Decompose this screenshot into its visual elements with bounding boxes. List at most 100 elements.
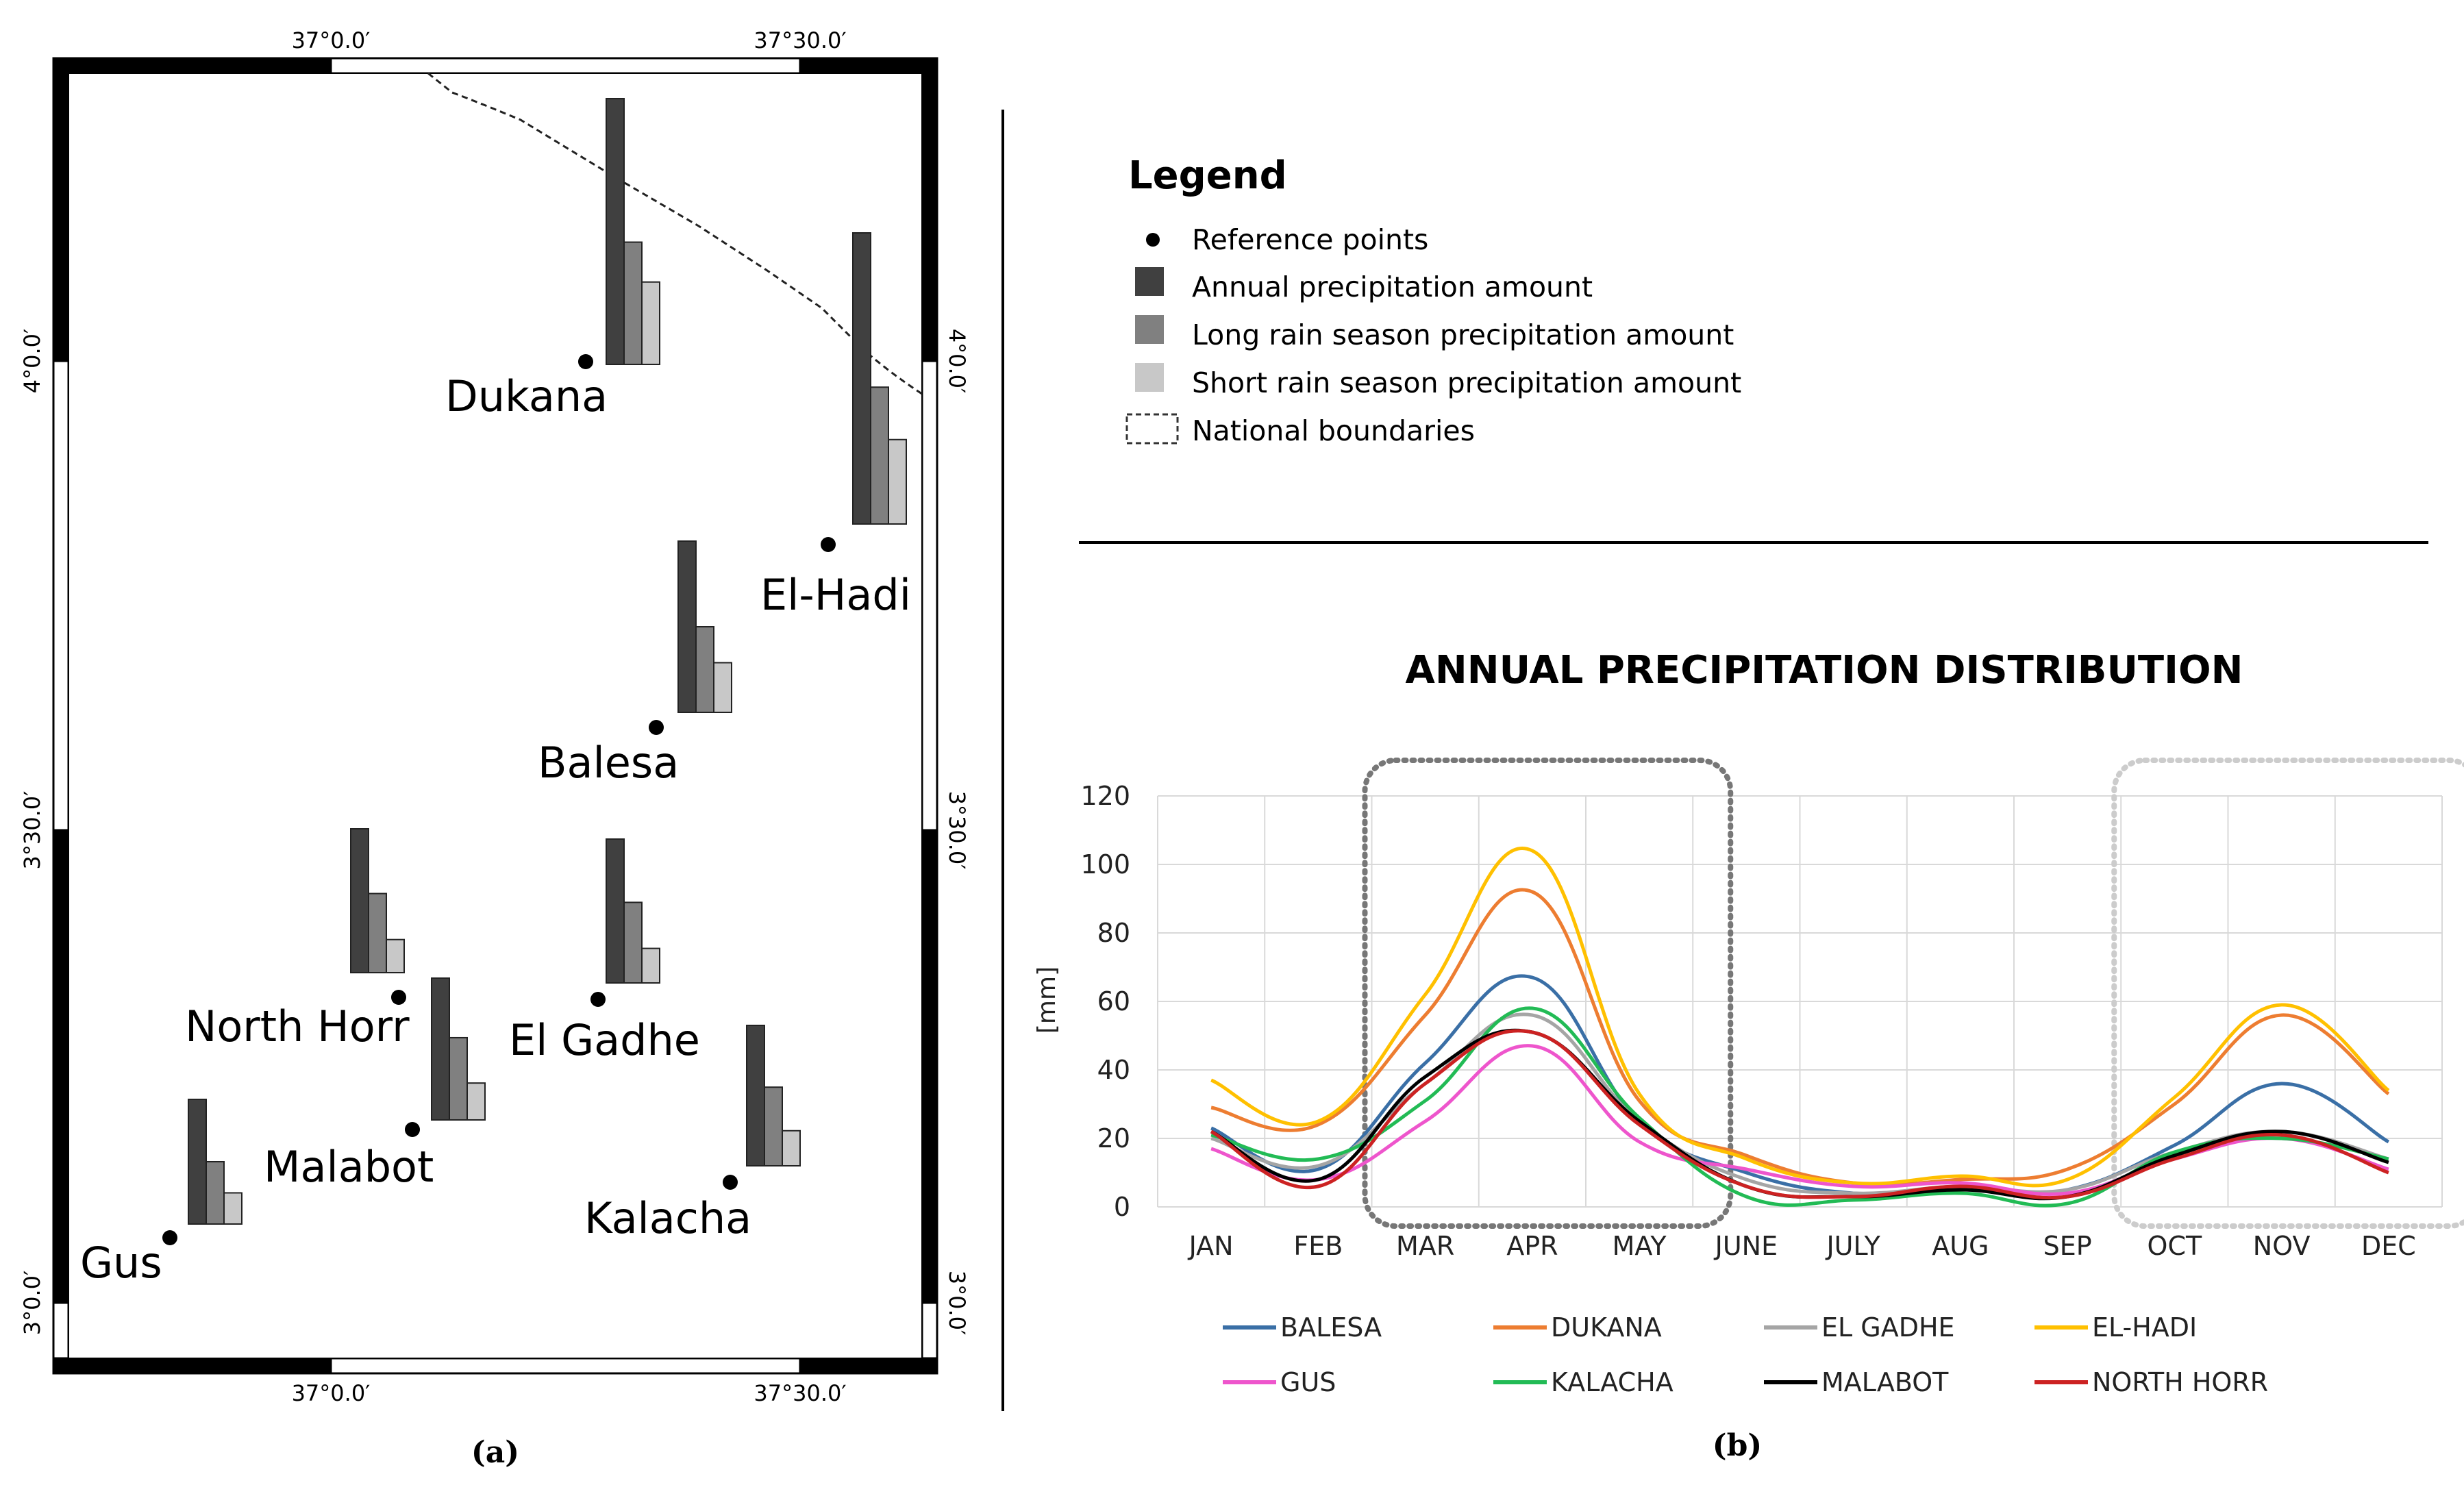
annual-bar (188, 1099, 207, 1225)
y-tick-label: 80 (1097, 918, 1130, 948)
short-rain-bar (641, 281, 660, 365)
scale-bar-right-2 (921, 360, 938, 832)
y-tick-label: 40 (1097, 1055, 1130, 1085)
chart-series (1210, 847, 2390, 1208)
legend-item-reference-points: Reference points (1146, 223, 1428, 256)
station-label: Gus (80, 1238, 162, 1288)
short-rain-bar (888, 438, 907, 525)
station-gus: Gus (80, 1099, 242, 1288)
y-tick-label: 100 (1080, 849, 1130, 879)
reference-point (723, 1175, 738, 1190)
station-north-horr: North Horr (185, 828, 410, 1051)
legend-label: National boundaries (1192, 414, 1475, 447)
long-rain-bar (449, 1036, 468, 1121)
coord-right-2: 3°30.0′ (944, 791, 970, 870)
station-bars (677, 540, 732, 713)
y-tick-label: 20 (1097, 1123, 1130, 1153)
station-bars (606, 838, 660, 984)
coord-right-3: 3°0.0′ (944, 1271, 970, 1336)
station-label: Kalacha (584, 1193, 751, 1243)
legend-label: Reference points (1192, 223, 1428, 256)
panel-label-b: (b) (1713, 1428, 1762, 1463)
x-tick-label: JULY (1825, 1231, 1880, 1261)
station-label: Balesa (538, 738, 679, 788)
short-rain-bar (641, 947, 660, 984)
scale-bar-right-1 (922, 73, 937, 361)
x-tick-label: FEB (1293, 1231, 1343, 1261)
station-bars (188, 1099, 242, 1225)
long-rain-bar (623, 901, 643, 984)
map-panel: 37°0.0′ 37°30.0′ 37°0.0′ 37°30.0′ 4°0.0′… (19, 27, 970, 1470)
reference-point (649, 720, 664, 735)
scale-bar-right-4 (921, 1301, 938, 1360)
legend-series-label: NORTH HORR (2092, 1367, 2268, 1397)
series-line-north-horr (1210, 1029, 2389, 1200)
short-rain-bar (713, 662, 732, 713)
legend-item-short-rain: Short rain season precipitation amount (1135, 363, 1741, 399)
scale-bar-bottom-1 (53, 1358, 331, 1373)
station-bars (852, 232, 907, 525)
scale-bar-left-3 (53, 830, 69, 1303)
chart-ticks: 0 20 40 60 80 100 120 JAN FEB MAR APR MAY JUNE JULY AU… (1080, 781, 2415, 1261)
reference-point (578, 354, 593, 369)
station-bars (431, 977, 486, 1121)
panel-label-a: (a) (471, 1435, 519, 1470)
scale-bar-bottom-2 (329, 1357, 801, 1375)
station-balesa: Balesa (538, 540, 732, 788)
season-box (2111, 758, 2464, 1229)
legend-label: Long rain season precipitation amount (1192, 319, 1734, 351)
annual-bar (746, 1025, 765, 1166)
legend-item-annual: Annual precipitation amount (1135, 267, 1593, 303)
x-tick-label: JUNE (1714, 1231, 1778, 1261)
chart-panel: ANNUAL PRECIPITATION DISTRIBUTION 0 20 40 6… (1033, 648, 2464, 1463)
x-tick-label: MAY (1613, 1231, 1667, 1261)
legend-label: Annual precipitation amount (1192, 271, 1593, 303)
station-bars (746, 1025, 801, 1166)
chart-legend: BALESA DUKANA EL GADHE EL-HADI GUS KALACHA MAL… (1223, 1312, 2268, 1397)
x-tick-label: NOV (2253, 1231, 2311, 1261)
station-dukana: Dukana (445, 98, 660, 421)
coord-top-1: 37°0.0′ (292, 27, 371, 53)
short-rain-bar (782, 1130, 801, 1166)
reference-point (821, 537, 836, 552)
coord-right-1: 4°0.0′ (944, 329, 970, 394)
station-malabot: Malabot (264, 977, 486, 1192)
coord-left-2: 3°30.0′ (19, 791, 45, 870)
station-bars (606, 98, 660, 365)
legend: Legend Reference points Annual precipita… (1125, 153, 1741, 447)
scale-bar-top-3 (800, 58, 937, 73)
scale-bar-left-4 (52, 1301, 70, 1360)
coord-top-2: 37°30.0′ (754, 27, 846, 53)
x-tick-label: APR (1506, 1231, 1558, 1261)
long-rain-bar (623, 241, 643, 365)
short-rain-bar (466, 1082, 486, 1121)
series-line-kalacha (1210, 1006, 2389, 1208)
legend-swatch (1135, 363, 1164, 392)
annual-bar (431, 977, 450, 1121)
coord-left-1: 4°0.0′ (19, 329, 45, 394)
annual-bar (606, 838, 625, 984)
long-rain-bar (764, 1086, 783, 1166)
legend-dashed-icon (1125, 413, 1179, 445)
annual-bar (852, 232, 871, 525)
legend-series-label: BALESA (1280, 1312, 1382, 1343)
short-rain-bar (386, 938, 405, 973)
legend-series-label: GUS (1280, 1367, 1336, 1397)
scale-bar-top-1 (53, 58, 331, 73)
x-tick-label: AUG (1932, 1231, 1989, 1261)
long-rain-bar (206, 1161, 225, 1225)
chart-grid (1157, 795, 2443, 1208)
legend-item-national-boundaries: National boundaries (1125, 413, 1475, 447)
x-tick-label: JAN (1188, 1231, 1234, 1261)
season-highlights (1362, 758, 2464, 1229)
station-bars (350, 828, 405, 973)
coord-bottom-2: 37°30.0′ (754, 1380, 846, 1406)
legend-swatch (1135, 315, 1164, 344)
series-line-balesa (1210, 974, 2390, 1196)
station-label: El-Hadi (760, 570, 911, 620)
x-tick-label: MAR (1396, 1231, 1454, 1261)
long-rain-bar (870, 386, 889, 525)
scale-bar-left-2 (52, 360, 70, 832)
y-tick-label: 120 (1080, 781, 1130, 811)
scale-bar-bottom-3 (800, 1358, 937, 1373)
